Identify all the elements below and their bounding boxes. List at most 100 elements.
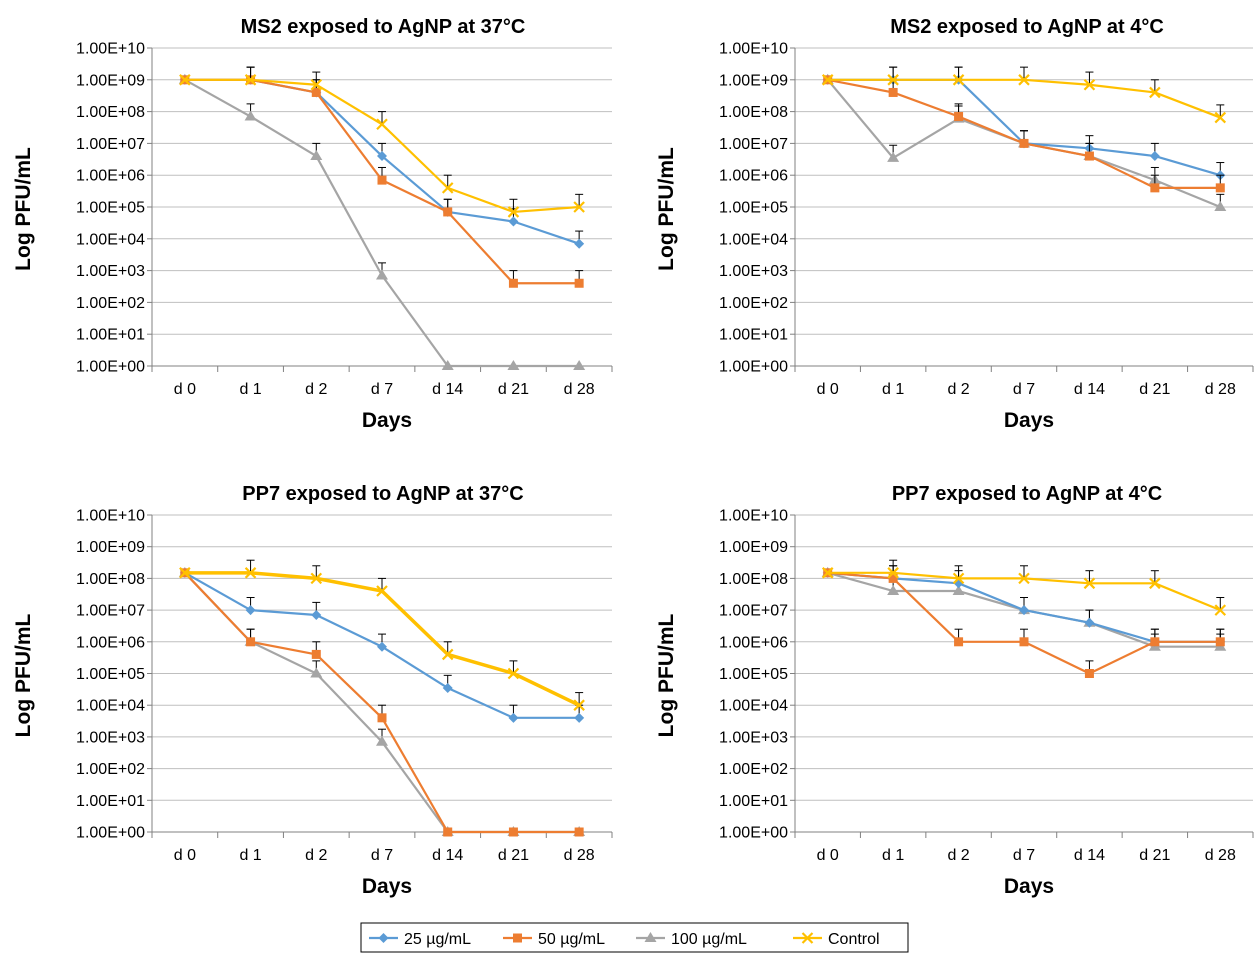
data-point <box>1150 637 1160 647</box>
x-tick-label: d 1 <box>882 381 904 398</box>
x-tick-label: d 2 <box>947 381 969 398</box>
data-point <box>574 712 585 723</box>
x-axis-title: Days <box>362 409 412 432</box>
x-tick-label: d 2 <box>305 381 327 398</box>
legend-label: Control <box>828 931 880 948</box>
data-point <box>507 360 520 370</box>
legend-label: 50 µg/mL <box>538 931 605 948</box>
chart-panel-4: 1.00E+00 1.00E+01 1.00E+02 1.00E+03 1.00E+04… <box>655 483 1254 898</box>
y-tick-label: 1.00E+08 <box>76 104 145 121</box>
data-point <box>377 713 387 723</box>
y-tick-label: 1.00E+05 <box>719 666 788 683</box>
data-point <box>246 637 256 647</box>
y-tick-label: 1.00E+07 <box>719 603 788 620</box>
series-3 <box>178 566 586 836</box>
data-point <box>179 567 191 579</box>
data-point <box>1215 637 1225 647</box>
x-axis-title: Days <box>362 875 412 898</box>
y-tick-label: 1.00E+02 <box>76 295 145 312</box>
data-point <box>507 667 520 680</box>
x-tick-label: d 7 <box>1013 847 1035 864</box>
x-tick-label: d 21 <box>498 381 529 398</box>
series-line <box>184 78 580 245</box>
y-tick-label: 1.00E+00 <box>719 825 788 842</box>
y-tick-label: 1.00E+04 <box>719 698 788 715</box>
y-tick-label: 1.00E+02 <box>76 761 145 778</box>
y-tick-label: 1.00E+08 <box>719 104 788 121</box>
y-tick-label: 1.00E+09 <box>76 72 145 89</box>
data-point <box>508 216 519 227</box>
series-line <box>184 572 580 834</box>
y-tick-label: 1.00E+00 <box>76 825 145 842</box>
data-point <box>573 201 585 213</box>
y-tick-label: 1.00E+04 <box>76 231 145 248</box>
series-1 <box>179 66 585 249</box>
y-tick-label: 1.00E+01 <box>76 793 145 810</box>
data-point <box>377 641 387 652</box>
data-point <box>376 118 388 131</box>
chart-title: PP7 exposed to AgNP at 37°C <box>242 483 523 505</box>
x-tick-label: d 21 <box>1139 381 1170 398</box>
chart-panel-3: 1.00E+00 1.00E+01 1.00E+02 1.00E+03 1.00E+04… <box>12 483 613 898</box>
data-point <box>1083 577 1096 590</box>
y-axis-title: Log PFU/mL <box>655 147 678 271</box>
y-tick-label: 1.00E+04 <box>76 698 145 715</box>
data-point <box>179 74 191 86</box>
series-2 <box>180 66 584 288</box>
x-tick-label: d 14 <box>432 847 463 864</box>
legend-item-1: 25 µg/mL <box>369 931 471 948</box>
data-point <box>952 572 965 585</box>
data-point <box>1150 183 1160 193</box>
y-tick-label: 1.00E+08 <box>719 571 788 588</box>
series-4 <box>179 559 585 711</box>
x-axis-title: Days <box>1004 409 1054 432</box>
chart-panel-2: 1.00E+00 1.00E+01 1.00E+02 1.00E+03 1.00E+04… <box>655 16 1254 432</box>
data-point <box>1084 669 1094 678</box>
y-tick-label: 1.00E+10 <box>76 41 145 58</box>
data-point <box>441 182 454 194</box>
y-tick-label: 1.00E+01 <box>719 327 788 344</box>
data-point <box>887 151 900 162</box>
y-tick-label: 1.00E+01 <box>719 793 788 810</box>
series-line <box>184 572 580 834</box>
legend-swatch-marker <box>801 932 814 944</box>
data-point <box>310 572 323 585</box>
y-tick-label: 1.00E+07 <box>76 603 145 620</box>
data-point <box>1214 604 1227 616</box>
y-tick-label: 1.00E+07 <box>719 136 788 153</box>
x-tick-label: d 21 <box>498 847 529 864</box>
legend-label: 25 µg/mL <box>404 931 471 948</box>
data-point <box>821 567 834 579</box>
data-point <box>573 360 586 370</box>
x-tick-label: d 28 <box>1205 847 1236 864</box>
data-point <box>952 585 965 596</box>
series-4 <box>179 66 585 218</box>
y-tick-label: 1.00E+06 <box>76 168 145 185</box>
y-tick-label: 1.00E+08 <box>76 571 145 588</box>
y-tick-label: 1.00E+05 <box>76 666 145 683</box>
y-tick-label: 1.00E+09 <box>719 72 788 89</box>
y-tick-label: 1.00E+07 <box>76 136 145 153</box>
y-tick-label: 1.00E+00 <box>719 359 788 376</box>
data-point <box>508 712 519 723</box>
data-point <box>376 585 388 597</box>
data-point <box>1214 111 1227 124</box>
x-tick-label: d 28 <box>1205 381 1236 398</box>
x-tick-label: d 0 <box>174 381 196 398</box>
legend-item-3: 100 µg/mL <box>636 931 747 948</box>
y-tick-label: 1.00E+05 <box>76 200 145 217</box>
x-tick-label: d 1 <box>239 381 261 398</box>
x-tick-label: d 0 <box>817 847 839 864</box>
data-point <box>244 567 257 579</box>
chart-title: MS2 exposed to AgNP at 4°C <box>890 16 1164 38</box>
data-point <box>245 605 256 616</box>
data-point <box>888 573 898 583</box>
data-point <box>1149 151 1160 162</box>
data-point <box>887 74 899 86</box>
data-point <box>443 207 453 217</box>
data-point <box>441 360 454 370</box>
data-point <box>310 150 323 161</box>
y-tick-label: 1.00E+00 <box>76 359 145 376</box>
y-tick-label: 1.00E+06 <box>719 168 788 185</box>
